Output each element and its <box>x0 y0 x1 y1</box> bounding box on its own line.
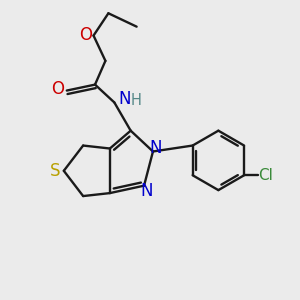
Text: O: O <box>80 26 93 44</box>
Text: H: H <box>131 93 142 108</box>
Text: Cl: Cl <box>258 168 273 183</box>
Text: N: N <box>149 139 162 157</box>
Text: N: N <box>141 182 153 200</box>
Text: O: O <box>51 80 64 98</box>
Text: S: S <box>50 162 61 180</box>
Text: N: N <box>119 90 131 108</box>
